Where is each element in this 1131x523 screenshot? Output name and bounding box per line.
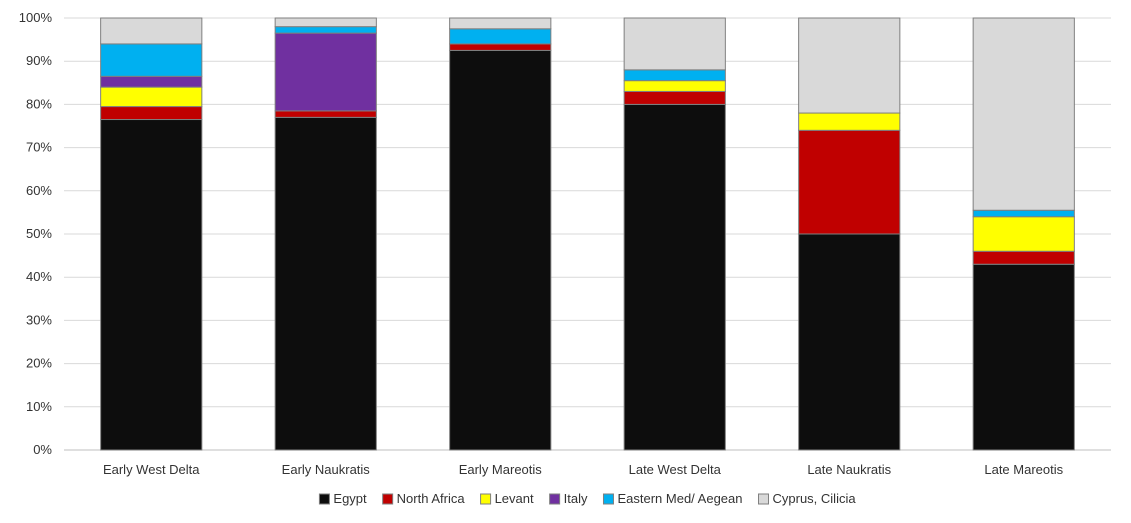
gridlines <box>64 17 1111 451</box>
legend-swatch <box>549 493 561 505</box>
legend-label: Italy <box>564 491 588 506</box>
legend-item: Italy <box>549 491 588 506</box>
legend-swatch <box>758 493 770 505</box>
y-tick-label: 0% <box>33 442 52 457</box>
bar-stack <box>449 17 552 451</box>
bar-stack <box>623 17 726 451</box>
legend-label: North Africa <box>397 491 466 506</box>
bar-segment <box>449 43 552 51</box>
legend-item: Cyprus, Cilicia <box>758 491 857 506</box>
bars <box>100 17 1075 451</box>
bar-segment <box>100 17 203 45</box>
bar-stack <box>798 17 901 451</box>
y-tick-label: 20% <box>26 356 52 371</box>
legend-item: Levant <box>480 491 534 506</box>
y-tick-label: 60% <box>26 183 52 198</box>
bar-segment <box>623 80 726 92</box>
x-category-label: Late Mareotis <box>984 462 1063 477</box>
bar-segment <box>798 233 901 451</box>
bar-segment <box>100 43 203 77</box>
x-axis-labels: Early West Delta Early Naukratis Early Mar… <box>103 462 1064 477</box>
bar-segment <box>449 49 552 451</box>
legend-label: Egypt <box>333 491 367 506</box>
bar-segment <box>274 26 377 34</box>
bar-segment <box>100 106 203 121</box>
legend-label: Levant <box>495 491 534 506</box>
bar-segment <box>798 17 901 114</box>
y-tick-label: 80% <box>26 96 52 111</box>
bar-stack <box>100 17 203 451</box>
legend-item: Egypt <box>318 491 367 506</box>
bar-segment <box>972 17 1075 211</box>
x-category-label: Early West Delta <box>103 462 200 477</box>
bar-segment <box>972 216 1075 252</box>
y-tick-label: 90% <box>26 53 52 68</box>
bar-segment <box>449 28 552 45</box>
bar-segment <box>274 110 377 118</box>
y-tick-label: 30% <box>26 312 52 327</box>
bar-segment <box>274 32 377 112</box>
bar-segment <box>798 112 901 131</box>
bar-segment <box>100 86 203 108</box>
x-category-label: Late Naukratis <box>807 462 891 477</box>
bar-segment <box>972 250 1075 265</box>
bar-stack <box>274 17 377 451</box>
legend-swatch <box>382 493 394 505</box>
y-tick-label: 100% <box>19 10 53 25</box>
x-category-label: Early Mareotis <box>459 462 543 477</box>
bar-segment <box>972 209 1075 218</box>
legend-item: North Africa <box>382 491 466 506</box>
legend: Egypt North Africa Levant Italy Eastern Med/… <box>318 491 857 506</box>
bar-segment <box>449 17 552 30</box>
bar-segment <box>623 69 726 82</box>
y-tick-label: 10% <box>26 399 52 414</box>
legend-swatch <box>480 493 492 505</box>
y-tick-label: 40% <box>26 269 52 284</box>
y-tick-label: 50% <box>26 226 52 241</box>
legend-label: Eastern Med/ Aegean <box>617 491 742 506</box>
legend-swatch <box>602 493 614 505</box>
bar-segment <box>623 90 726 105</box>
legend-label: Cyprus, Cilicia <box>773 491 857 506</box>
bar-segment <box>274 116 377 451</box>
bar-segment <box>623 103 726 451</box>
bar-segment <box>623 17 726 71</box>
bar-segment <box>100 75 203 88</box>
legend-item: Eastern Med/ Aegean <box>602 491 743 506</box>
bar-segment <box>100 119 203 451</box>
y-tick-label: 70% <box>26 140 52 155</box>
bar-stack <box>972 17 1075 451</box>
x-category-label: Late West Delta <box>629 462 722 477</box>
bar-segment <box>972 263 1075 451</box>
y-axis-ticks: 0% 10% 20% 30% 40% 50% 60% 70% 80% 90% 100% <box>19 10 53 457</box>
bar-segment <box>798 129 901 235</box>
x-category-label: Early Naukratis <box>282 462 371 477</box>
legend-swatch <box>318 493 330 505</box>
bar-segment <box>274 17 377 28</box>
